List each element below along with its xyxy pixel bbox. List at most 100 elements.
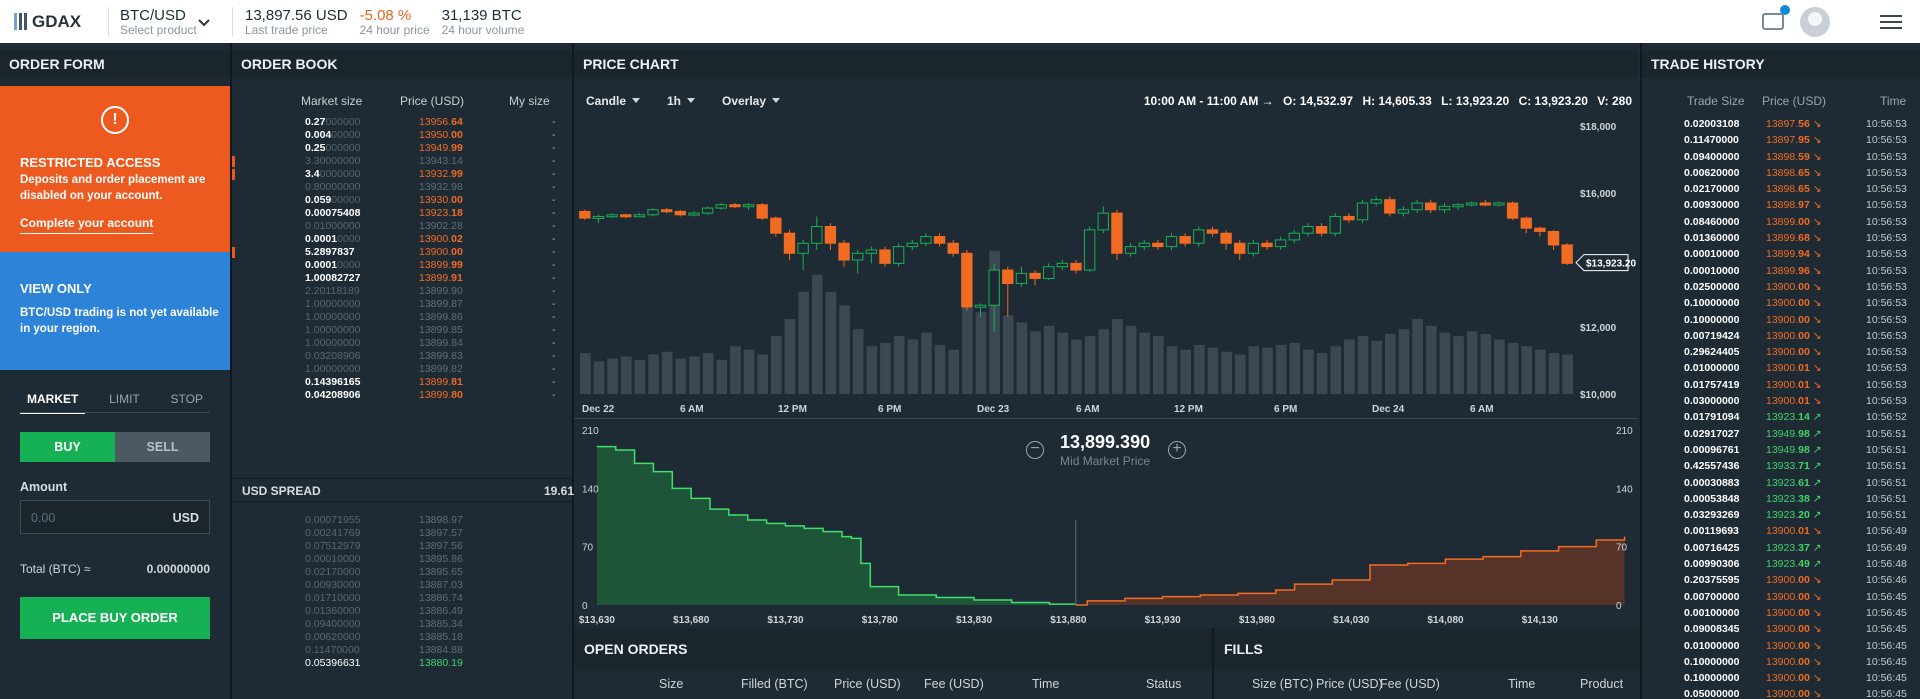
trade-price: 13897.56 ↘ bbox=[1766, 116, 1822, 132]
order-book-row[interactable]: 0.00071955 13898.97 bbox=[232, 514, 572, 527]
order-book-row[interactable]: 0.05396631 13880.19 bbox=[232, 657, 572, 670]
order-book-row[interactable]: 0.02170000 13895.65 bbox=[232, 566, 572, 579]
tab-limit[interactable]: LIMIT bbox=[109, 392, 140, 406]
order-book-row[interactable]: 2.20118189 13899.90 - bbox=[232, 285, 572, 298]
order-book-row[interactable]: 1.00000000 13899.85 - bbox=[232, 324, 572, 337]
row-size: 0.05900000 bbox=[305, 194, 360, 207]
trade-row: 0.09400000 13898.59 ↘ 10:56:53 bbox=[1642, 149, 1920, 165]
interval-dropdown[interactable]: 1h bbox=[667, 94, 695, 108]
complete-account-link[interactable]: Complete your account bbox=[20, 216, 154, 234]
order-book-row[interactable]: 0.04208906 13899.80 - bbox=[232, 389, 572, 402]
order-book-row[interactable]: 0.01710000 13886.74 bbox=[232, 592, 572, 605]
trade-row: 0.10000000 13900.00 ↘ 10:56:53 bbox=[1642, 312, 1920, 328]
price-main: 13899.90 bbox=[419, 285, 463, 297]
price-cents: 00 bbox=[451, 129, 463, 141]
place-buy-order-button[interactable]: PLACE BUY ORDER bbox=[20, 597, 210, 639]
price-cents: 99 bbox=[451, 142, 463, 154]
order-book-row[interactable]: 0.00400000 13950.00 - bbox=[232, 129, 572, 142]
price-cents: 94 bbox=[1798, 248, 1810, 261]
volume-bar bbox=[1303, 349, 1314, 394]
candle-body bbox=[592, 215, 605, 219]
order-book-row[interactable]: 0.00010000 13899.99 - bbox=[232, 259, 572, 272]
hamburger-menu-icon[interactable] bbox=[1880, 14, 1902, 29]
order-book-row[interactable]: 5.2897837 13900.00 - bbox=[232, 246, 572, 259]
chart-type-dropdown[interactable]: Candle bbox=[586, 94, 640, 108]
size-significant: 0.25 bbox=[305, 142, 326, 154]
buy-button[interactable]: BUY bbox=[20, 432, 115, 462]
price-main: 13923. bbox=[419, 207, 452, 219]
order-book-row[interactable]: 0.00010000 13900.02 - bbox=[232, 233, 572, 246]
order-book-row[interactable]: 0.14396165 13899.81 - bbox=[232, 376, 572, 389]
sell-button[interactable]: SELL bbox=[115, 432, 210, 462]
order-book-row[interactable]: 1.00000000 13899.84 - bbox=[232, 337, 572, 350]
candle-body bbox=[1234, 242, 1246, 254]
order-book-header: Market size Price (USD) My size bbox=[232, 88, 572, 114]
tab-market[interactable]: MARKET bbox=[20, 392, 86, 414]
order-book-row[interactable]: 0.11470000 13884.88 bbox=[232, 644, 572, 657]
trade-size: 0.00930000 bbox=[1684, 199, 1740, 212]
order-book-row[interactable]: 0.00010000 13895.86 bbox=[232, 553, 572, 566]
price-main: 13949. bbox=[1766, 443, 1799, 456]
price-cents: 00 bbox=[451, 246, 463, 258]
candle-body bbox=[1479, 202, 1491, 206]
order-book-row[interactable]: 0.01360000 13886.49 bbox=[232, 605, 572, 618]
depth-chart[interactable]: 210 210 140 140 70 70 0 0 $13,630 $13,680 $13,730 $… bbox=[574, 420, 1638, 626]
bid-depth-area bbox=[596, 446, 1076, 605]
order-book-row[interactable]: 0.03208906 13899.83 - bbox=[232, 350, 572, 363]
candle-body bbox=[1561, 244, 1573, 264]
volume-bar bbox=[948, 349, 960, 394]
candle-body bbox=[865, 249, 878, 254]
product-selector[interactable]: BTC/USD Select product bbox=[120, 7, 198, 37]
row-price: 13899.80 bbox=[419, 389, 463, 402]
depth-marker bbox=[232, 247, 235, 258]
order-book-row[interactable]: 0.09400000 13885.34 bbox=[232, 618, 572, 631]
volume-bar bbox=[1494, 339, 1505, 394]
order-book-row[interactable]: 0.27000000 13956.64 - bbox=[232, 116, 572, 129]
order-book-row[interactable]: 0.05900000 13930.00 - bbox=[232, 194, 572, 207]
price-main: 13900. bbox=[1766, 329, 1799, 342]
row-price: 13932.99 bbox=[419, 168, 463, 181]
order-book-row[interactable]: 3.30000000 13943.14 - bbox=[232, 155, 572, 168]
order-book-row[interactable]: 1.00082727 13899.91 - bbox=[232, 272, 572, 285]
order-book-row[interactable]: 0.25000000 13949.99 - bbox=[232, 142, 572, 155]
zoom-out-icon[interactable]: − bbox=[1026, 441, 1044, 459]
volume-bar bbox=[1180, 349, 1191, 394]
x-tick-label: $13,980 bbox=[1239, 615, 1276, 626]
order-book-row[interactable]: 1.00000000 13899.86 - bbox=[232, 311, 572, 324]
overlay-dropdown[interactable]: Overlay bbox=[722, 94, 780, 108]
size-significant: 2.20118189 bbox=[305, 285, 360, 297]
avatar-icon[interactable] bbox=[1800, 6, 1830, 37]
order-book-row[interactable]: 0.00930000 13887.03 bbox=[232, 579, 572, 592]
trade-time: 10:56:53 bbox=[1866, 248, 1907, 261]
order-book-row[interactable]: 0.80000000 13932.98 - bbox=[232, 181, 572, 194]
order-book-row[interactable]: 0.00075408 13923.18 - bbox=[232, 207, 572, 220]
candlestick-chart[interactable]: $18,000 $16,000 $12,000 $10,000 Dec 22 6 AM 12… bbox=[574, 116, 1638, 416]
price-main: 13899. bbox=[419, 376, 452, 388]
amount-currency: USD bbox=[172, 511, 199, 525]
order-book-row[interactable]: 0.07512979 13897.56 bbox=[232, 540, 572, 553]
price-main: 13923. bbox=[1766, 541, 1799, 554]
volume-bar bbox=[975, 312, 987, 394]
candle-body bbox=[1043, 266, 1055, 279]
order-book-row[interactable]: 1.00000000 13899.87 - bbox=[232, 298, 572, 311]
tab-stop[interactable]: STOP bbox=[170, 392, 203, 406]
order-book-row[interactable]: 0.00241769 13897.57 bbox=[232, 527, 572, 540]
volume-bar bbox=[1289, 342, 1301, 394]
zoom-in-icon[interactable]: + bbox=[1168, 441, 1186, 459]
arrow-down-icon: ↘ bbox=[1809, 378, 1822, 391]
row-size: 1.00000000 bbox=[305, 363, 360, 376]
gdax-logo[interactable]: GDAX bbox=[14, 12, 108, 32]
order-book-row[interactable]: 3.40000000 13932.99 - bbox=[232, 168, 572, 181]
volume-bar bbox=[1316, 353, 1328, 394]
chevron-down-icon[interactable] bbox=[198, 14, 224, 30]
price-main: 13900. bbox=[1766, 606, 1799, 619]
price-main: 13900. bbox=[1766, 297, 1799, 310]
amount-input[interactable]: 0.00 USD bbox=[20, 500, 210, 534]
trade-price: 13923.14 ↗ bbox=[1766, 409, 1822, 425]
order-book-row[interactable]: 0.01000000 13902.28 - bbox=[232, 220, 572, 233]
candle-body bbox=[933, 236, 946, 244]
chat-icon[interactable] bbox=[1762, 5, 1790, 30]
order-book-row[interactable]: 0.00620000 13885.18 bbox=[232, 631, 572, 644]
top-right-controls bbox=[1762, 0, 1920, 43]
order-book-row[interactable]: 1.00000000 13899.82 - bbox=[232, 363, 572, 376]
